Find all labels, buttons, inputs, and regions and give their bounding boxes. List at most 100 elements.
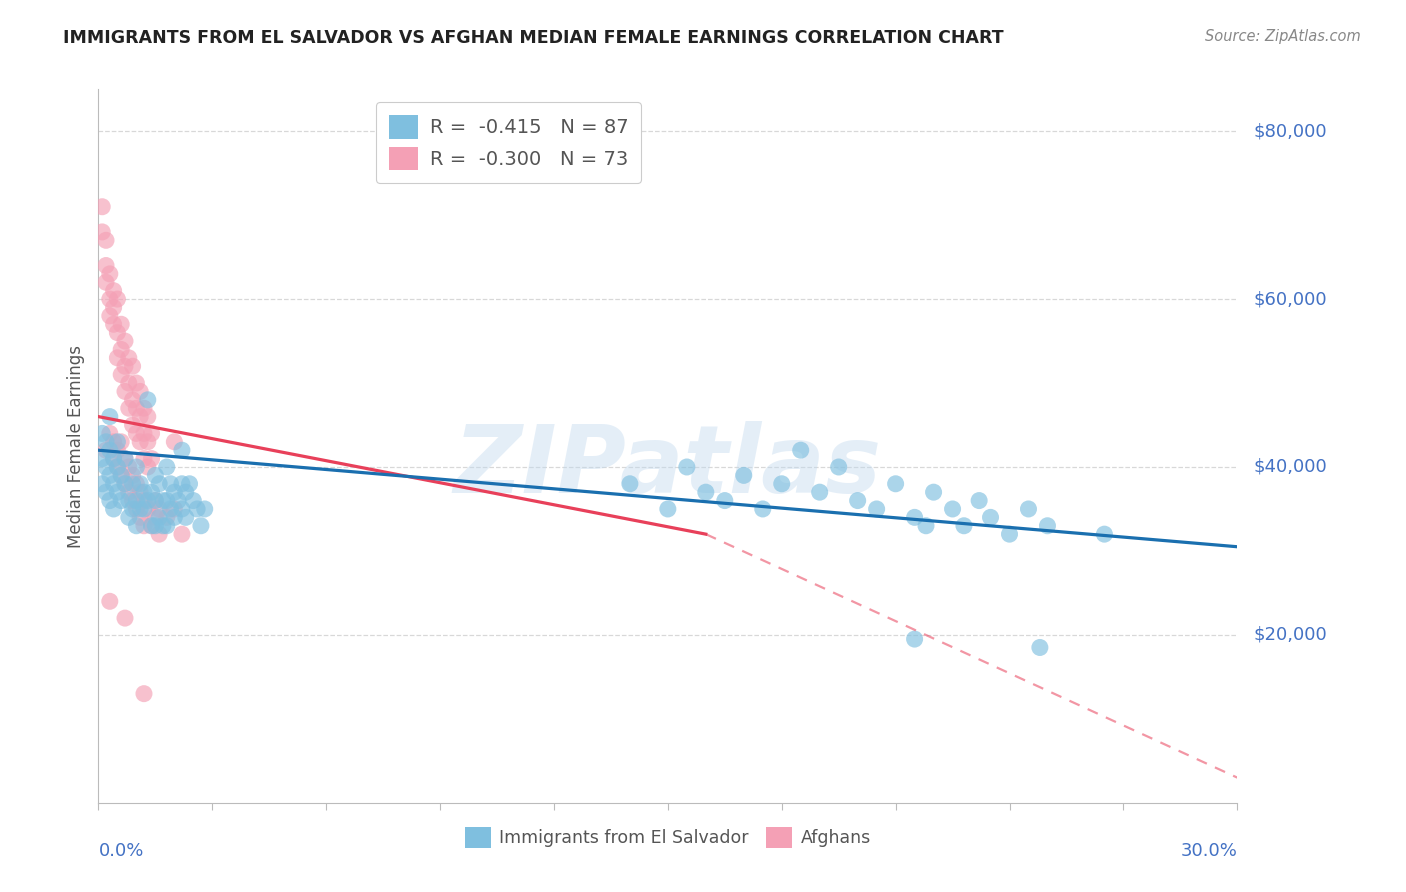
Point (790, 443, 813, 458)
Point (118, 485, 141, 500)
Point (94, 460, 117, 475)
Point (846, 493, 869, 508)
Point (148, 476, 170, 491)
Text: Source: ZipAtlas.com: Source: ZipAtlas.com (1205, 29, 1361, 44)
Point (110, 493, 132, 508)
Point (98, 309, 121, 323)
Point (125, 493, 148, 508)
Point (136, 493, 159, 508)
Point (125, 401, 148, 416)
Point (121, 392, 143, 407)
Point (145, 468, 167, 483)
Point (152, 493, 174, 508)
Point (163, 485, 186, 500)
Point (94, 434, 117, 449)
Point (110, 368, 132, 382)
Point (657, 502, 679, 516)
Point (159, 502, 181, 516)
Point (121, 502, 143, 516)
Point (132, 518, 155, 533)
Point (129, 485, 152, 500)
Point (163, 434, 186, 449)
Point (98, 409, 121, 424)
Point (132, 687, 155, 701)
Point (904, 632, 927, 646)
Point (186, 502, 208, 516)
Point (1036, 518, 1059, 533)
Point (125, 518, 148, 533)
Text: $40,000: $40,000 (1254, 458, 1327, 476)
Legend: Immigrants from El Salvador, Afghans: Immigrants from El Salvador, Afghans (457, 820, 879, 855)
Point (194, 502, 217, 516)
Point (953, 518, 976, 533)
Point (695, 485, 717, 500)
Point (107, 434, 129, 449)
Point (145, 518, 167, 533)
Point (114, 451, 136, 466)
Point (136, 460, 159, 475)
Point (942, 502, 965, 516)
Point (118, 401, 141, 416)
Point (114, 334, 136, 348)
Point (91, 451, 114, 466)
Point (103, 502, 125, 516)
Text: IMMIGRANTS FROM EL SALVADOR VS AFGHAN MEDIAN FEMALE EARNINGS CORRELATION CHART: IMMIGRANTS FROM EL SALVADOR VS AFGHAN ME… (63, 29, 1004, 46)
Point (118, 493, 141, 508)
Point (91, 426, 114, 441)
Text: ZIPatlas: ZIPatlas (454, 421, 882, 514)
Point (110, 343, 132, 357)
Point (159, 476, 181, 491)
Point (110, 468, 132, 483)
Point (170, 476, 193, 491)
Point (141, 518, 163, 533)
Point (91, 200, 114, 214)
Point (904, 510, 927, 524)
Point (125, 426, 148, 441)
Point (174, 485, 197, 500)
Point (107, 443, 129, 458)
Point (103, 301, 125, 315)
Point (132, 451, 155, 466)
Point (118, 460, 141, 475)
Point (866, 502, 889, 516)
Point (107, 326, 129, 340)
Point (98, 267, 121, 281)
Point (884, 476, 907, 491)
Point (141, 426, 163, 441)
Point (121, 468, 143, 483)
Point (110, 468, 132, 483)
Point (828, 460, 851, 475)
Point (121, 476, 143, 491)
Point (136, 502, 159, 516)
Point (770, 476, 793, 491)
Point (132, 426, 155, 441)
Point (132, 485, 155, 500)
Point (91, 476, 114, 491)
Point (156, 493, 179, 508)
Point (121, 359, 143, 374)
Point (103, 318, 125, 332)
Point (136, 392, 159, 407)
Point (714, 493, 737, 508)
Point (114, 476, 136, 491)
Point (179, 476, 201, 491)
Point (129, 384, 152, 399)
Point (167, 493, 190, 508)
Point (107, 292, 129, 306)
Point (98, 292, 121, 306)
Point (114, 359, 136, 374)
Text: $20,000: $20,000 (1254, 626, 1327, 644)
Point (141, 518, 163, 533)
Point (190, 518, 212, 533)
Point (752, 502, 775, 516)
Point (733, 468, 755, 483)
Point (170, 527, 193, 541)
Point (94, 275, 117, 289)
Point (103, 476, 125, 491)
Point (148, 527, 170, 541)
Point (676, 460, 699, 475)
Point (114, 611, 136, 625)
Point (922, 485, 945, 500)
Point (979, 510, 1001, 524)
Point (145, 510, 167, 524)
